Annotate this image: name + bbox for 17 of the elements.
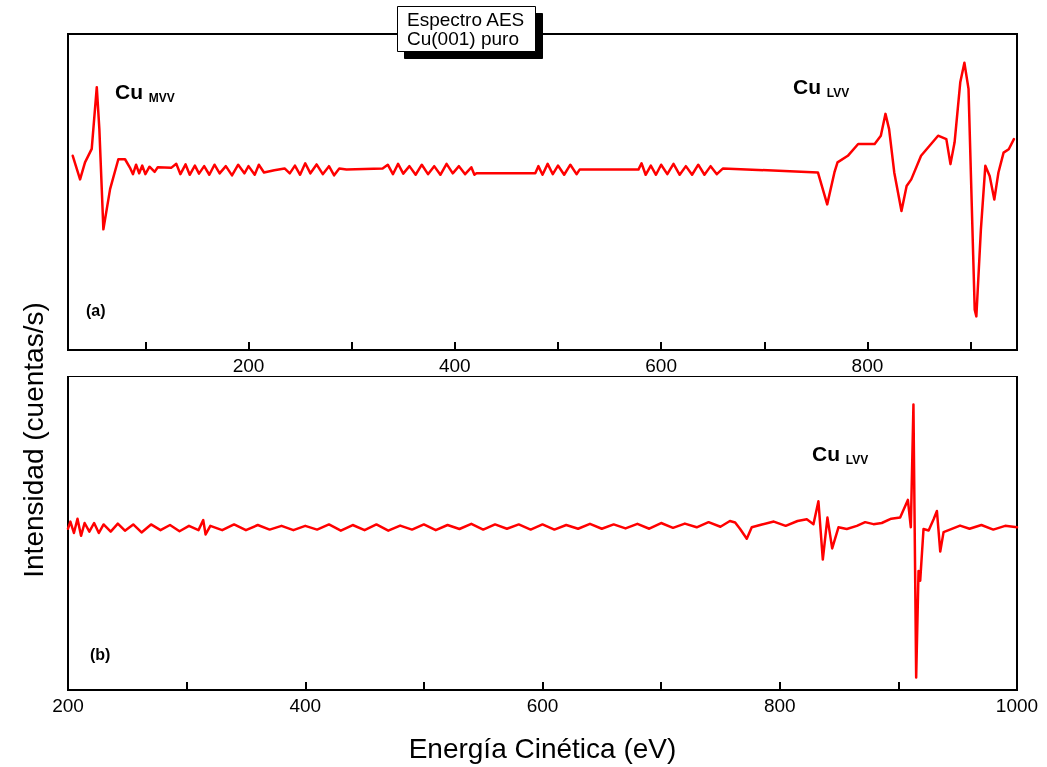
annotation: Cu LVV — [812, 441, 869, 467]
annotation: (a) — [86, 301, 106, 319]
x-tick-label: 1000 — [995, 695, 1039, 716]
x-axis-title: Energía Cinética (eV) — [408, 732, 677, 764]
x-tick-label: 600 — [526, 695, 559, 716]
annotation: Cu LVV — [793, 74, 850, 100]
annotation: Cu MVV — [115, 79, 175, 105]
annotation: (b) — [90, 645, 111, 663]
chart-title: Espectro AES — [407, 9, 525, 30]
x-tick-label: 200 — [232, 355, 265, 376]
x-tick-label: 400 — [289, 695, 322, 716]
x-tick-label: 600 — [645, 355, 677, 376]
x-tick-label: 400 — [438, 355, 471, 376]
x-tick-label: 200 — [52, 695, 84, 716]
y-axis-title: Intensidad (cuentas/s) — [17, 302, 50, 578]
x-tick-label: 800 — [851, 355, 884, 376]
x-tick-label: 800 — [763, 695, 796, 716]
